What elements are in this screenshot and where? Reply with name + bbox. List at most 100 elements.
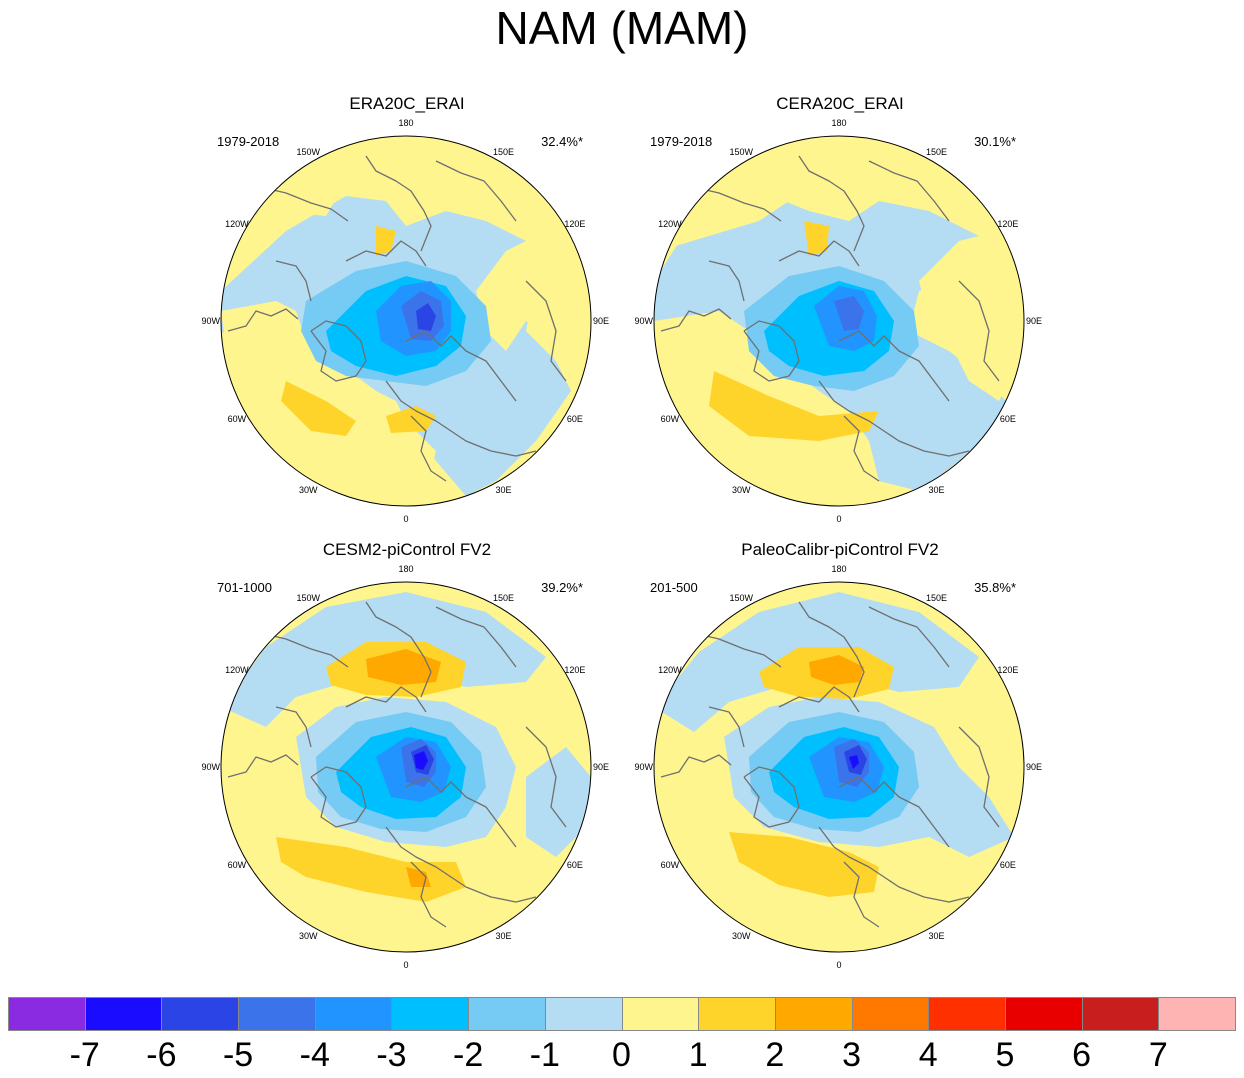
coastline <box>365 601 432 698</box>
coastline <box>868 160 950 222</box>
coastline <box>365 155 432 252</box>
figure-title: NAM (MAM) <box>495 2 749 54</box>
longitude-label: 120W <box>658 664 682 675</box>
coastline <box>345 686 427 713</box>
contour-fields <box>654 136 1024 506</box>
longitude-label: 150W <box>296 593 321 604</box>
coastline <box>868 606 950 668</box>
contour-region <box>376 226 396 256</box>
coastline <box>778 240 860 267</box>
colorbar-tick-label: -3 <box>376 1036 407 1074</box>
colorbar-swatch <box>1004 997 1083 1031</box>
coastline <box>525 280 567 382</box>
longitude-label: 120W <box>225 218 249 229</box>
coastline <box>838 776 950 848</box>
longitude-label: 180 <box>831 564 847 574</box>
longitude-label: 120W <box>658 218 682 229</box>
map-panel-4: PaleoCalibr-piControl FV2 201-500 35.8%* <box>620 540 1060 980</box>
colorbar-swatch <box>314 997 393 1031</box>
colorbar-swatch <box>928 997 1006 1031</box>
contour-fields <box>654 582 1024 952</box>
coastline <box>660 308 732 332</box>
contour-region <box>809 655 864 685</box>
coastline <box>743 766 800 828</box>
longitude-label: 90W <box>201 762 221 772</box>
colorbar-swatch <box>544 997 623 1031</box>
panel-title: CESM2-piControl FV2 <box>322 540 492 559</box>
longitude-label: 30E <box>928 484 945 495</box>
coastline <box>255 185 349 222</box>
coastline <box>818 380 970 457</box>
coastline <box>688 631 782 668</box>
colorbar-tick-label: 5 <box>995 1036 1015 1074</box>
longitude-label: 60E <box>566 859 583 870</box>
colorbar-swatch <box>774 997 853 1031</box>
map-border <box>220 135 592 507</box>
contour-region <box>526 747 591 857</box>
coastline <box>708 706 745 748</box>
coastlines <box>660 601 1000 928</box>
longitude-label: 30E <box>928 930 945 941</box>
longitude-label: 30W <box>732 930 751 941</box>
colorbar-tick-label: -6 <box>146 1036 177 1074</box>
longitude-label: 0 <box>403 514 409 524</box>
panel-period: 1979-2018 <box>217 134 280 149</box>
colorbar-tick-label: -5 <box>222 1036 254 1074</box>
coastline <box>310 320 367 382</box>
longitude-label: 90E <box>1026 316 1043 326</box>
longitude-label: 150E <box>493 147 515 158</box>
longitude-label: 60E <box>566 413 583 424</box>
colorbar-swatch <box>1081 997 1160 1031</box>
longitude-label: 150W <box>296 147 321 158</box>
colorbar-swatch <box>698 997 776 1031</box>
colorbar-swatch <box>391 997 470 1031</box>
coastline <box>660 754 732 778</box>
coastline <box>385 826 537 903</box>
longitude-label: 0 <box>836 514 842 524</box>
coastline <box>435 606 517 668</box>
contour-region <box>366 649 441 685</box>
colorbar-swatch <box>8 997 86 1031</box>
panel-period: 1979-2018 <box>650 134 713 149</box>
contour-region <box>849 755 859 769</box>
longitude-label: 150W <box>729 593 754 604</box>
coastline <box>743 320 800 382</box>
colorbar-swatch <box>84 997 163 1031</box>
polar-map <box>220 135 592 507</box>
longitude-label: 0 <box>403 960 409 970</box>
coastline <box>958 280 1000 382</box>
longitude-label: 60W <box>227 413 247 424</box>
coastline <box>227 308 299 332</box>
coastline <box>958 726 1000 828</box>
coastline <box>778 686 860 713</box>
longitude-label: 30W <box>299 930 318 941</box>
colorbar-tick-label: 1 <box>688 1036 708 1074</box>
coastline <box>818 826 970 903</box>
longitude-label: 150E <box>926 147 948 158</box>
coastline <box>843 415 880 482</box>
contour-region <box>919 231 1024 401</box>
coastlines <box>227 155 567 482</box>
map-panel-3: CESM2-piControl FV2 701-1000 39.2%* <box>187 540 627 980</box>
contour-region <box>709 371 879 441</box>
map-border <box>653 135 1025 507</box>
longitude-label: 180 <box>831 118 847 128</box>
coastline <box>385 380 537 457</box>
polar-map <box>220 581 592 953</box>
colorbar-swatch <box>851 997 930 1031</box>
coastline <box>345 240 427 267</box>
map-border <box>220 581 592 953</box>
colorbar-tick-label: -1 <box>529 1036 560 1074</box>
map-panel-2: CERA20C_ERAI 1979-2018 30.1%* <box>620 94 1060 534</box>
coastline <box>708 260 745 302</box>
longitude-label: 120E <box>564 664 586 675</box>
coastline <box>688 185 782 222</box>
coastline <box>798 601 865 698</box>
longitude-label: 30E <box>495 484 512 495</box>
colorbar-swatch <box>161 997 240 1031</box>
colorbar <box>8 997 1236 1031</box>
longitude-label: 150W <box>729 147 754 158</box>
coastline <box>410 861 447 928</box>
coastline <box>310 766 367 828</box>
contour-region <box>729 832 879 897</box>
